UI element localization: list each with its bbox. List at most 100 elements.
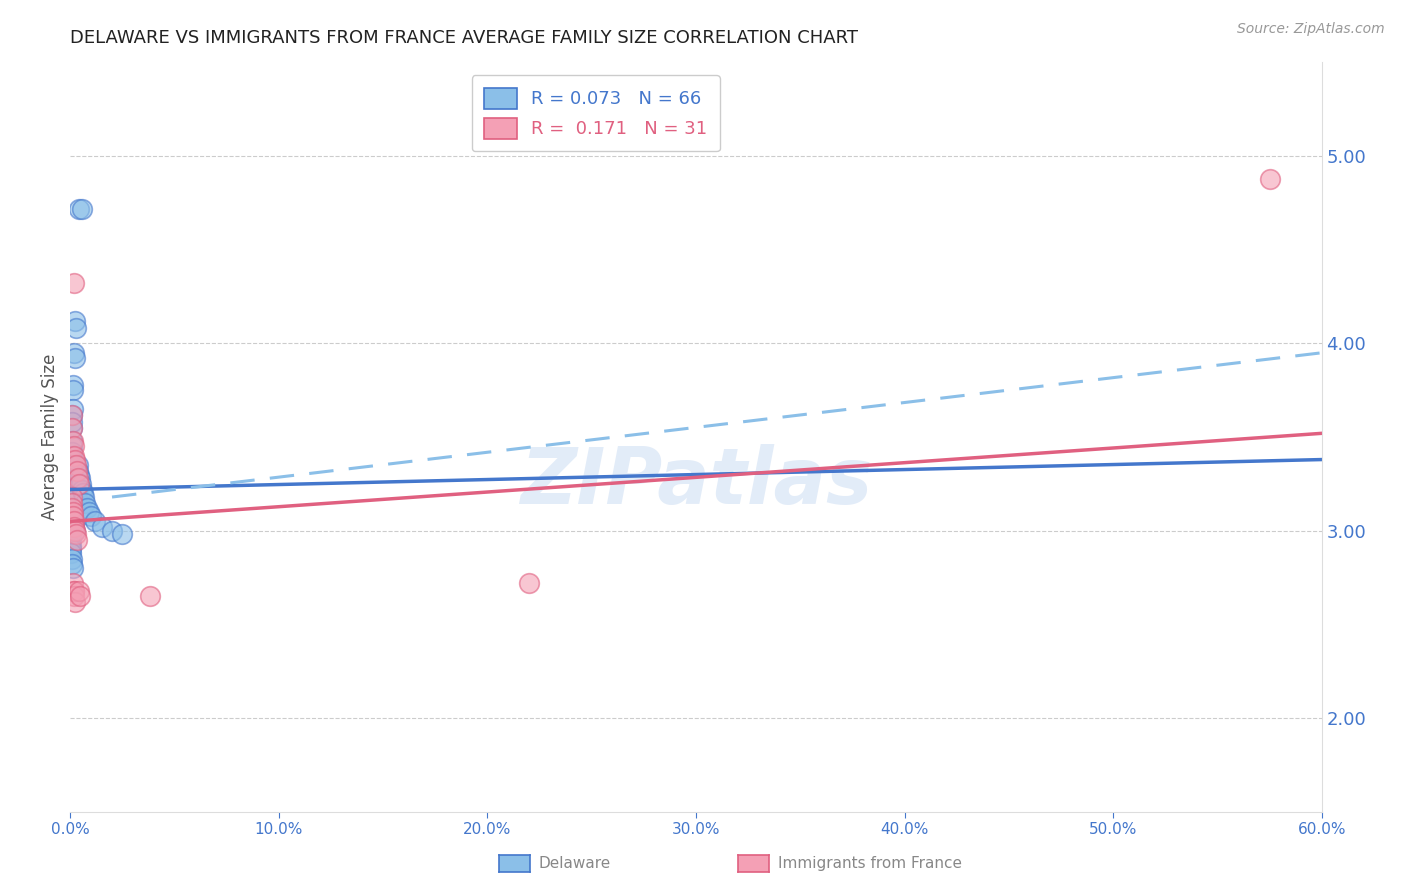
Point: [63, 524, 86, 538]
Point: [60, 415, 83, 429]
Point: [60, 483, 83, 497]
Point: [63, 520, 86, 534]
Point: [80, 508, 103, 523]
Point: [60, 445, 83, 459]
Point: [60, 471, 83, 485]
Point: [69, 590, 91, 604]
Point: [63, 449, 86, 463]
Point: [77, 505, 100, 519]
Point: [59, 490, 82, 504]
Point: [63, 520, 86, 534]
Point: [67, 583, 90, 598]
Point: [59, 524, 82, 538]
Point: [65, 452, 87, 467]
Point: [62, 583, 84, 598]
Point: [63, 590, 86, 604]
Point: [84, 514, 107, 528]
Point: [63, 583, 86, 598]
Point: [60, 476, 83, 491]
Point: [59, 505, 82, 519]
Point: [69, 471, 91, 485]
Point: [60, 421, 83, 435]
Point: [63, 345, 86, 359]
Point: [60, 421, 83, 435]
Point: [65, 527, 87, 541]
Point: [60, 490, 83, 504]
Point: [517, 576, 540, 591]
Point: [90, 520, 112, 534]
Point: [67, 202, 90, 216]
Point: [66, 490, 89, 504]
Point: [60, 434, 83, 448]
Point: [60, 449, 83, 463]
Point: [62, 401, 84, 416]
Point: [60, 546, 83, 560]
Point: [60, 490, 83, 504]
Point: [62, 384, 84, 398]
Point: [63, 351, 86, 366]
Point: [62, 561, 84, 575]
Point: [60, 452, 83, 467]
Point: [65, 471, 87, 485]
Point: [62, 377, 84, 392]
Point: [67, 464, 90, 478]
Point: [1258, 171, 1281, 186]
Point: [76, 501, 98, 516]
Point: [69, 476, 91, 491]
Text: Delaware: Delaware: [538, 856, 610, 871]
Point: [73, 490, 96, 504]
Point: [65, 483, 87, 497]
Point: [66, 533, 89, 547]
Point: [63, 314, 86, 328]
Point: [62, 434, 84, 448]
Point: [70, 483, 93, 497]
Point: [60, 495, 83, 509]
Text: Immigrants from France: Immigrants from France: [778, 856, 962, 871]
Point: [60, 542, 83, 557]
Point: [59, 486, 82, 500]
Point: [63, 277, 86, 291]
Point: [59, 501, 82, 516]
Point: [60, 439, 83, 453]
Point: [111, 527, 134, 541]
Point: [67, 467, 90, 482]
Point: [60, 458, 83, 473]
Point: [59, 514, 82, 528]
Point: [65, 458, 87, 473]
Point: [60, 458, 83, 473]
Point: [65, 476, 87, 491]
Point: [63, 514, 86, 528]
Point: [62, 576, 84, 591]
Point: [60, 501, 83, 516]
Point: [62, 505, 84, 519]
Point: [59, 495, 82, 509]
Text: DELAWARE VS IMMIGRANTS FROM FRANCE AVERAGE FAMILY SIZE CORRELATION CHART: DELAWARE VS IMMIGRANTS FROM FRANCE AVERA…: [70, 29, 858, 47]
Point: [63, 439, 86, 453]
Point: [66, 464, 89, 478]
Point: [60, 408, 83, 422]
Point: [59, 533, 82, 547]
Point: [60, 408, 83, 422]
Point: [67, 476, 90, 491]
Point: [59, 508, 82, 523]
Point: [63, 595, 86, 609]
Y-axis label: Average Family Size: Average Family Size: [41, 354, 59, 520]
Point: [59, 520, 82, 534]
Point: [62, 508, 84, 523]
Point: [66, 471, 89, 485]
Point: [59, 539, 82, 553]
Point: [62, 514, 84, 528]
Point: [101, 524, 124, 538]
Point: [73, 495, 96, 509]
Text: Source: ZipAtlas.com: Source: ZipAtlas.com: [1237, 22, 1385, 37]
Point: [60, 464, 83, 478]
Point: [72, 486, 94, 500]
Point: [59, 527, 82, 541]
Point: [65, 321, 87, 335]
Legend: R = 0.073   N = 66, R =  0.171   N = 31: R = 0.073 N = 66, R = 0.171 N = 31: [471, 75, 720, 152]
Point: [70, 202, 93, 216]
Point: [60, 551, 83, 566]
Point: [66, 458, 89, 473]
Point: [62, 508, 84, 523]
Text: ZIPatlas: ZIPatlas: [520, 444, 872, 520]
